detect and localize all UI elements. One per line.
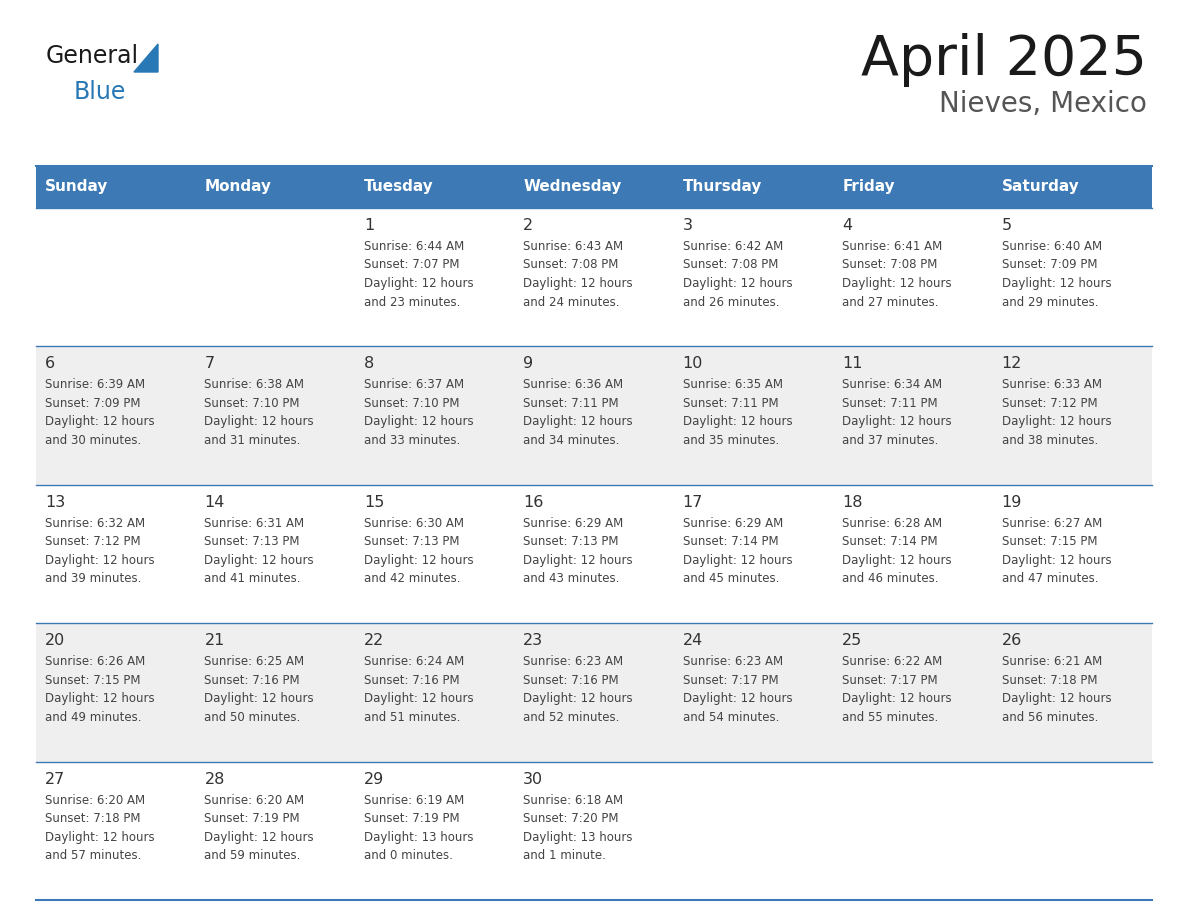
Text: Monday: Monday xyxy=(204,180,271,195)
Text: Sunrise: 6:22 AM
Sunset: 7:17 PM
Daylight: 12 hours
and 55 minutes.: Sunrise: 6:22 AM Sunset: 7:17 PM Dayligh… xyxy=(842,655,952,723)
Text: 23: 23 xyxy=(523,633,543,648)
Text: 28: 28 xyxy=(204,772,225,787)
Text: 20: 20 xyxy=(45,633,65,648)
Text: Sunrise: 6:24 AM
Sunset: 7:16 PM
Daylight: 12 hours
and 51 minutes.: Sunrise: 6:24 AM Sunset: 7:16 PM Dayligh… xyxy=(364,655,474,723)
Text: 22: 22 xyxy=(364,633,384,648)
Bar xyxy=(355,166,514,208)
Text: Sunrise: 6:39 AM
Sunset: 7:09 PM
Daylight: 12 hours
and 30 minutes.: Sunrise: 6:39 AM Sunset: 7:09 PM Dayligh… xyxy=(45,378,154,447)
Text: Sunrise: 6:20 AM
Sunset: 7:18 PM
Daylight: 12 hours
and 57 minutes.: Sunrise: 6:20 AM Sunset: 7:18 PM Dayligh… xyxy=(45,793,154,862)
Text: 5: 5 xyxy=(1001,218,1012,233)
Text: Sunrise: 6:28 AM
Sunset: 7:14 PM
Daylight: 12 hours
and 46 minutes.: Sunrise: 6:28 AM Sunset: 7:14 PM Dayligh… xyxy=(842,517,952,586)
Text: April 2025: April 2025 xyxy=(861,33,1146,87)
Bar xyxy=(992,166,1152,208)
Text: Tuesday: Tuesday xyxy=(364,180,434,195)
Text: Sunrise: 6:29 AM
Sunset: 7:14 PM
Daylight: 12 hours
and 45 minutes.: Sunrise: 6:29 AM Sunset: 7:14 PM Dayligh… xyxy=(683,517,792,586)
Text: 3: 3 xyxy=(683,218,693,233)
Text: Sunrise: 6:33 AM
Sunset: 7:12 PM
Daylight: 12 hours
and 38 minutes.: Sunrise: 6:33 AM Sunset: 7:12 PM Dayligh… xyxy=(1001,378,1111,447)
Bar xyxy=(36,208,1152,346)
Text: Sunrise: 6:30 AM
Sunset: 7:13 PM
Daylight: 12 hours
and 42 minutes.: Sunrise: 6:30 AM Sunset: 7:13 PM Dayligh… xyxy=(364,517,474,586)
Text: 16: 16 xyxy=(523,495,544,509)
Text: 27: 27 xyxy=(45,772,65,787)
Bar xyxy=(674,166,833,208)
Polygon shape xyxy=(134,44,158,72)
Text: Blue: Blue xyxy=(74,80,126,104)
Text: 7: 7 xyxy=(204,356,215,372)
Text: Sunrise: 6:32 AM
Sunset: 7:12 PM
Daylight: 12 hours
and 39 minutes.: Sunrise: 6:32 AM Sunset: 7:12 PM Dayligh… xyxy=(45,517,154,586)
Text: Sunrise: 6:40 AM
Sunset: 7:09 PM
Daylight: 12 hours
and 29 minutes.: Sunrise: 6:40 AM Sunset: 7:09 PM Dayligh… xyxy=(1001,240,1111,308)
Text: Sunrise: 6:20 AM
Sunset: 7:19 PM
Daylight: 12 hours
and 59 minutes.: Sunrise: 6:20 AM Sunset: 7:19 PM Dayligh… xyxy=(204,793,314,862)
Text: Friday: Friday xyxy=(842,180,895,195)
Text: 29: 29 xyxy=(364,772,384,787)
Text: 19: 19 xyxy=(1001,495,1022,509)
Text: Sunrise: 6:31 AM
Sunset: 7:13 PM
Daylight: 12 hours
and 41 minutes.: Sunrise: 6:31 AM Sunset: 7:13 PM Dayligh… xyxy=(204,517,314,586)
Bar xyxy=(36,166,196,208)
Text: Sunrise: 6:27 AM
Sunset: 7:15 PM
Daylight: 12 hours
and 47 minutes.: Sunrise: 6:27 AM Sunset: 7:15 PM Dayligh… xyxy=(1001,517,1111,586)
Text: Sunrise: 6:34 AM
Sunset: 7:11 PM
Daylight: 12 hours
and 37 minutes.: Sunrise: 6:34 AM Sunset: 7:11 PM Dayligh… xyxy=(842,378,952,447)
Text: General: General xyxy=(46,44,139,68)
Text: 12: 12 xyxy=(1001,356,1022,372)
Bar xyxy=(196,166,355,208)
Text: 21: 21 xyxy=(204,633,225,648)
Text: 6: 6 xyxy=(45,356,55,372)
Text: 11: 11 xyxy=(842,356,862,372)
Text: 4: 4 xyxy=(842,218,852,233)
Text: Sunrise: 6:36 AM
Sunset: 7:11 PM
Daylight: 12 hours
and 34 minutes.: Sunrise: 6:36 AM Sunset: 7:11 PM Dayligh… xyxy=(523,378,633,447)
Text: 30: 30 xyxy=(523,772,543,787)
Text: Saturday: Saturday xyxy=(1001,180,1080,195)
Bar xyxy=(36,623,1152,762)
Text: 24: 24 xyxy=(683,633,703,648)
Text: 17: 17 xyxy=(683,495,703,509)
Bar xyxy=(833,166,992,208)
Text: Sunrise: 6:43 AM
Sunset: 7:08 PM
Daylight: 12 hours
and 24 minutes.: Sunrise: 6:43 AM Sunset: 7:08 PM Dayligh… xyxy=(523,240,633,308)
Text: Sunrise: 6:38 AM
Sunset: 7:10 PM
Daylight: 12 hours
and 31 minutes.: Sunrise: 6:38 AM Sunset: 7:10 PM Dayligh… xyxy=(204,378,314,447)
Text: 13: 13 xyxy=(45,495,65,509)
Text: Wednesday: Wednesday xyxy=(523,180,621,195)
Text: Sunrise: 6:26 AM
Sunset: 7:15 PM
Daylight: 12 hours
and 49 minutes.: Sunrise: 6:26 AM Sunset: 7:15 PM Dayligh… xyxy=(45,655,154,723)
Text: 25: 25 xyxy=(842,633,862,648)
Bar xyxy=(514,166,674,208)
Text: Sunrise: 6:41 AM
Sunset: 7:08 PM
Daylight: 12 hours
and 27 minutes.: Sunrise: 6:41 AM Sunset: 7:08 PM Dayligh… xyxy=(842,240,952,308)
Text: Sunrise: 6:19 AM
Sunset: 7:19 PM
Daylight: 13 hours
and 0 minutes.: Sunrise: 6:19 AM Sunset: 7:19 PM Dayligh… xyxy=(364,793,473,862)
Text: Sunrise: 6:21 AM
Sunset: 7:18 PM
Daylight: 12 hours
and 56 minutes.: Sunrise: 6:21 AM Sunset: 7:18 PM Dayligh… xyxy=(1001,655,1111,723)
Text: Sunrise: 6:23 AM
Sunset: 7:17 PM
Daylight: 12 hours
and 54 minutes.: Sunrise: 6:23 AM Sunset: 7:17 PM Dayligh… xyxy=(683,655,792,723)
Text: 9: 9 xyxy=(523,356,533,372)
Text: 1: 1 xyxy=(364,218,374,233)
Text: Thursday: Thursday xyxy=(683,180,762,195)
Text: Sunrise: 6:44 AM
Sunset: 7:07 PM
Daylight: 12 hours
and 23 minutes.: Sunrise: 6:44 AM Sunset: 7:07 PM Dayligh… xyxy=(364,240,474,308)
Bar xyxy=(36,346,1152,485)
Bar xyxy=(36,485,1152,623)
Text: Sunday: Sunday xyxy=(45,180,108,195)
Text: 2: 2 xyxy=(523,218,533,233)
Text: Sunrise: 6:42 AM
Sunset: 7:08 PM
Daylight: 12 hours
and 26 minutes.: Sunrise: 6:42 AM Sunset: 7:08 PM Dayligh… xyxy=(683,240,792,308)
Bar xyxy=(36,762,1152,900)
Text: Sunrise: 6:29 AM
Sunset: 7:13 PM
Daylight: 12 hours
and 43 minutes.: Sunrise: 6:29 AM Sunset: 7:13 PM Dayligh… xyxy=(523,517,633,586)
Text: Nieves, Mexico: Nieves, Mexico xyxy=(940,90,1146,118)
Text: Sunrise: 6:25 AM
Sunset: 7:16 PM
Daylight: 12 hours
and 50 minutes.: Sunrise: 6:25 AM Sunset: 7:16 PM Dayligh… xyxy=(204,655,314,723)
Text: Sunrise: 6:35 AM
Sunset: 7:11 PM
Daylight: 12 hours
and 35 minutes.: Sunrise: 6:35 AM Sunset: 7:11 PM Dayligh… xyxy=(683,378,792,447)
Text: 15: 15 xyxy=(364,495,384,509)
Text: 26: 26 xyxy=(1001,633,1022,648)
Text: Sunrise: 6:37 AM
Sunset: 7:10 PM
Daylight: 12 hours
and 33 minutes.: Sunrise: 6:37 AM Sunset: 7:10 PM Dayligh… xyxy=(364,378,474,447)
Text: Sunrise: 6:18 AM
Sunset: 7:20 PM
Daylight: 13 hours
and 1 minute.: Sunrise: 6:18 AM Sunset: 7:20 PM Dayligh… xyxy=(523,793,633,862)
Text: 18: 18 xyxy=(842,495,862,509)
Text: 10: 10 xyxy=(683,356,703,372)
Text: Sunrise: 6:23 AM
Sunset: 7:16 PM
Daylight: 12 hours
and 52 minutes.: Sunrise: 6:23 AM Sunset: 7:16 PM Dayligh… xyxy=(523,655,633,723)
Text: 8: 8 xyxy=(364,356,374,372)
Text: 14: 14 xyxy=(204,495,225,509)
